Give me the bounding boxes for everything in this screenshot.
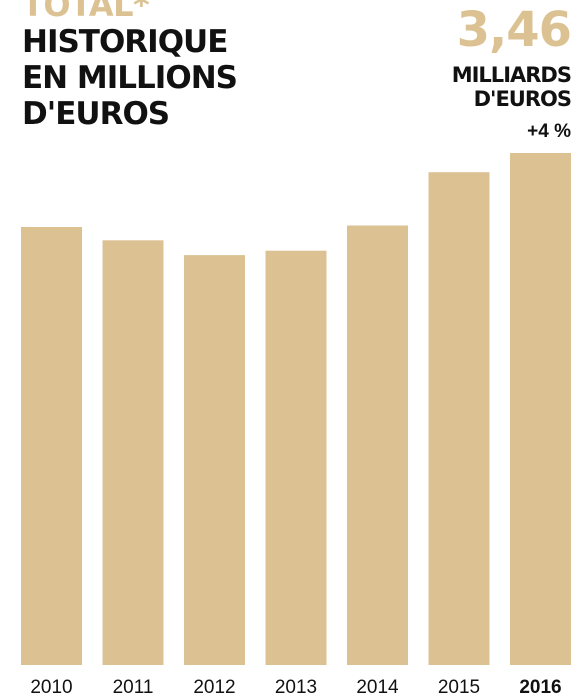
chart-title-line-3: D'EUROS (22, 96, 170, 132)
x-tick-label-2014: 2014 (356, 677, 399, 696)
bar-group (21, 153, 571, 666)
x-tick-label-2010: 2010 (30, 677, 72, 696)
chart-title: HISTORIQUE EN MILLIONS D'EUROS (22, 24, 238, 132)
chart-title-top: TOTAL* (22, 0, 150, 24)
bar-2010 (21, 227, 82, 665)
headline-change: +4 % (527, 121, 571, 142)
x-tick-label-2016: 2016 (519, 677, 561, 696)
x-tick-label-2012: 2012 (193, 677, 235, 696)
x-tick-label-2013: 2013 (275, 677, 317, 696)
x-tick-label-2011: 2011 (113, 677, 154, 696)
bar-2015 (428, 172, 490, 665)
bar-2011 (102, 240, 164, 666)
chart-title-line-1: HISTORIQUE (22, 24, 228, 60)
x-tick-label-2015: 2015 (438, 677, 480, 696)
bar-2012 (184, 255, 245, 665)
headline-unit: MILLIARDS D'EUROS (451, 63, 572, 111)
headline-unit-line-2: D'EUROS (473, 87, 572, 111)
bar-2016 (510, 153, 571, 665)
headline-unit-line-1: MILLIARDS (451, 63, 572, 87)
bar-2014 (347, 225, 408, 665)
x-axis-ticks: 2010 2011 2012 2013 2014 2015 2016 (30, 677, 561, 696)
headline-value: 3,46 (456, 2, 572, 58)
bar-2013 (265, 250, 327, 665)
chart-title-line-2: EN MILLIONS (22, 60, 238, 96)
